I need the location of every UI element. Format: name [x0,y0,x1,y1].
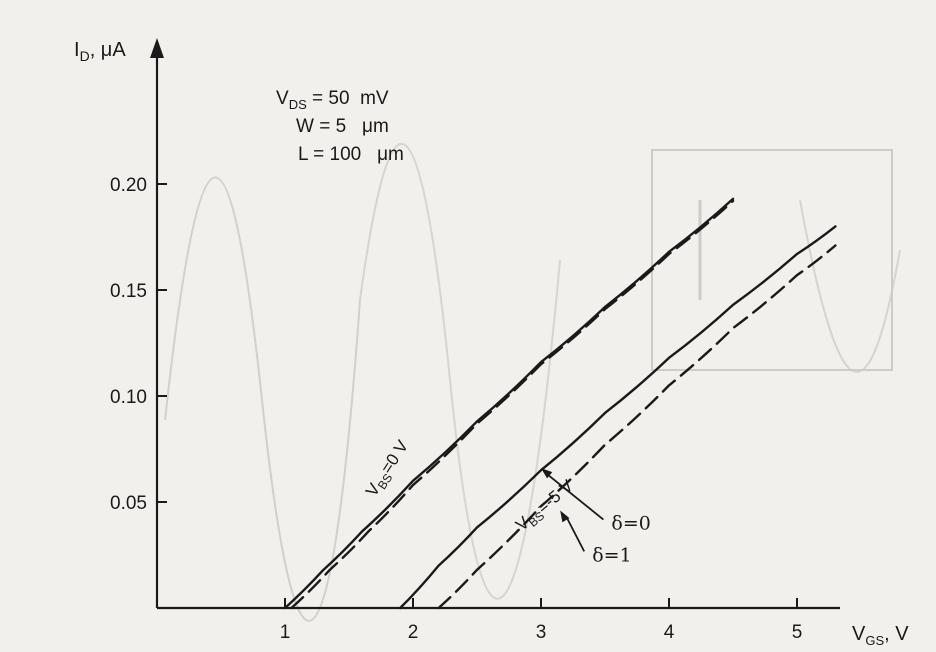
series-line-dashed [290,199,735,610]
annotation-arrow-line [546,473,604,521]
param-l: L = 100 μm [298,144,404,165]
y-tick-label: 0.10 [110,387,147,408]
series-line-dashed [437,244,837,610]
y-tick-label: 0.15 [110,281,147,302]
x-axis-label: VGS, V [852,623,909,648]
y-axis-label-unit: , μA [90,39,127,61]
annotation-arrow-line [565,516,585,552]
x-axis-label-main: V [852,623,866,645]
y-axis-label-main: I [74,39,80,61]
ticks-group: 1 2 3 4 5 0.05 0.10 0.15 0.20 [110,175,802,643]
delta-annotation: δ=0 [611,513,650,535]
curve-annotation: VBS=0 V [362,436,415,501]
series-line-solid [399,225,837,610]
axes-group [150,38,840,610]
x-tick-label: 3 [536,622,547,643]
x-axis-label-unit: , V [884,623,909,645]
y-axis-label: ID, μA [74,39,126,64]
y-axis-arrowhead [150,38,164,58]
x-tick-label: 5 [792,622,803,643]
bleed-through-background [164,142,901,622]
param-vds: VDS = 50 mV [276,88,389,112]
series-line-solid [283,197,735,610]
x-tick-label: 4 [664,622,675,643]
annotation-arrowhead [560,510,570,523]
y-tick-label: 0.20 [110,175,147,196]
param-w: W = 5 μm [296,116,389,137]
x-tick-label: 2 [408,622,419,643]
series-group [283,197,837,610]
annotation-arrowhead [541,468,553,479]
x-tick-label: 1 [280,622,291,643]
y-axis-label-sub: D [80,48,90,64]
y-tick-label: 0.05 [110,493,147,514]
x-axis-label-sub: GS [865,633,884,648]
parameters-block: VDS = 50 mV W = 5 μm L = 100 μm [276,88,404,165]
delta-annotation: δ=1 [592,544,631,566]
curve-annotation: VBS=-5 V [512,476,579,537]
